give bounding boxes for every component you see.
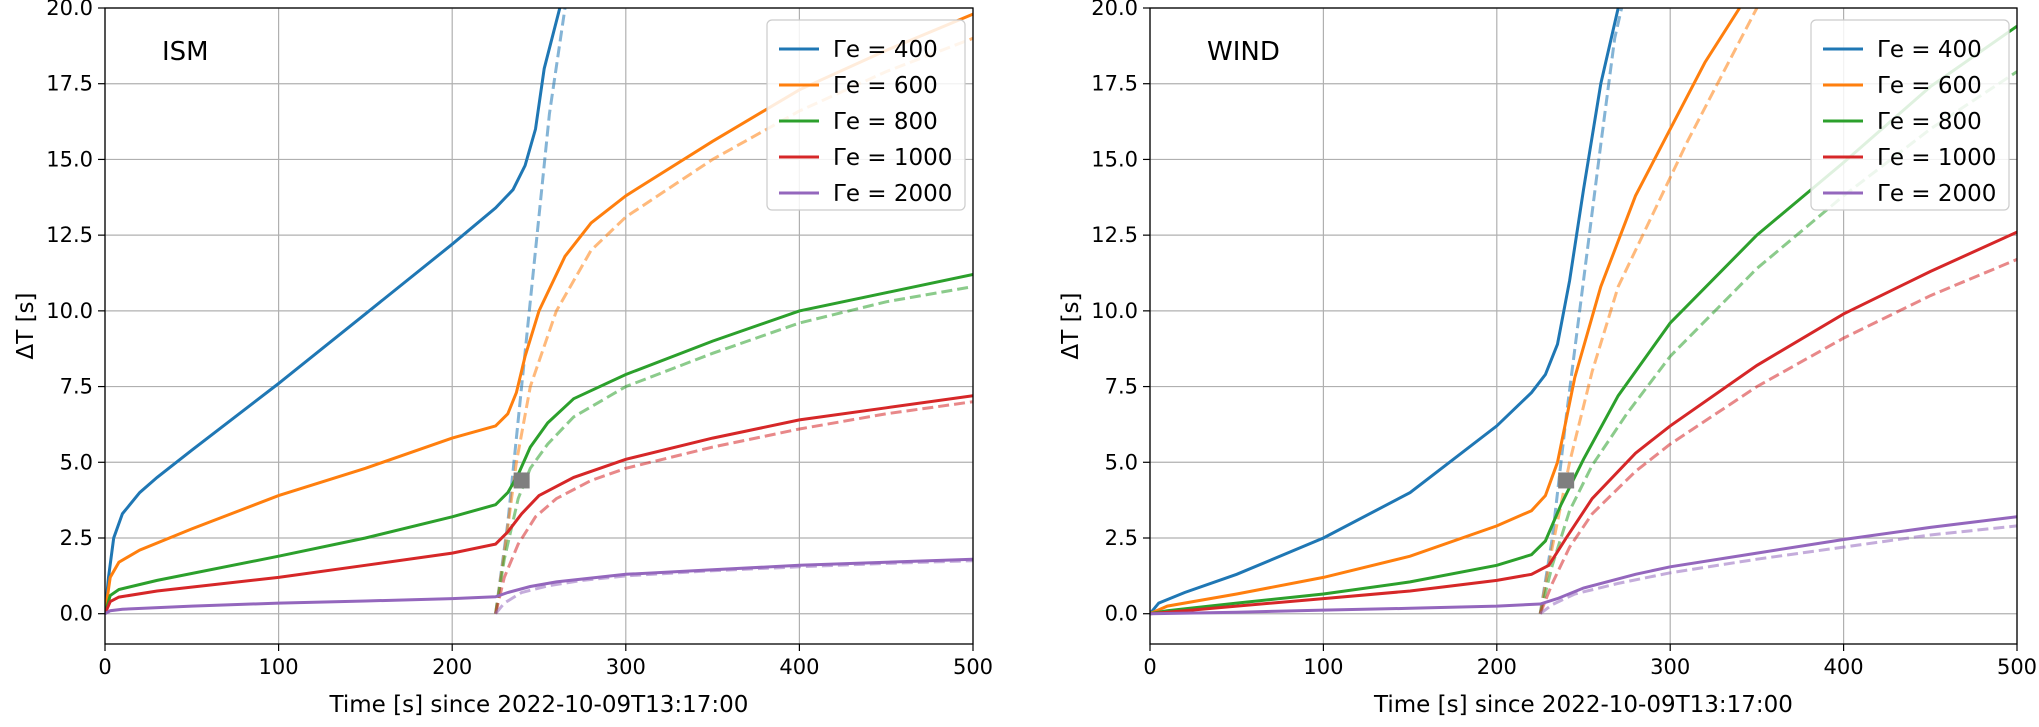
y-tick-label: 5.0 [1105,450,1138,474]
x-tick-label: 0 [98,655,111,679]
series-dashed-line [1538,8,1624,614]
x-tick-label: 0 [1143,655,1156,679]
legend-entry: Γe = 1000 [833,145,952,171]
x-tick-label: 500 [1997,655,2037,679]
series-line [105,557,973,615]
y-axis-label: ΔT [s] [13,292,39,359]
legend-box [766,19,966,211]
y-tick-label: 15.0 [1091,147,1138,171]
y-axis-label: ΔT [s] [1058,292,1084,359]
y-tick-label: 20.0 [46,0,93,20]
y-tick-label: 0.0 [1105,602,1138,626]
legend-entry: Γe = 800 [833,109,938,135]
legend-entry: Γe = 600 [1877,73,1982,99]
axes-frame [1149,7,2018,645]
legend-entry: Γe = 1000 [1877,145,1996,171]
y-tick-label: 15.0 [46,147,93,171]
y-tick-label: 12.5 [46,223,93,247]
x-tick-label: 100 [1303,655,1343,679]
series-dashed-line [1538,8,1759,614]
series-line [105,273,973,615]
x-tick-label: 300 [606,655,646,679]
panel-label: WIND [1207,37,1280,67]
x-axis-label: Time [s] since 2022-10-09T13:17:00 [1373,692,1793,718]
legend-box [1810,19,2010,211]
square-marker [513,472,530,489]
y-tick-label: 2.5 [60,526,93,550]
legend-entry: Γe = 400 [833,37,938,63]
legend-entry: Γe = 800 [1877,109,1982,135]
series-dashed-line [1539,524,2017,615]
y-tick-label: 10.0 [1091,299,1138,323]
legend-entry: Γe = 2000 [1877,181,1996,207]
legend: Γe = 400 Γe = 600 Γe = 800 Γe = 1000 Γe = 20… [1810,19,2010,211]
y-tick-label: 17.5 [1091,72,1138,96]
series-line [1150,24,2017,616]
series-line [105,394,973,615]
square-marker [1558,472,1575,489]
legend-entry: Γe = 400 [1877,37,1982,63]
series-dashed-line [494,400,973,615]
y-tick-label: 20.0 [1091,0,1138,20]
x-tick-label: 100 [259,655,299,679]
legend-entry: Γe = 2000 [833,181,952,207]
series-dashed-line [494,8,567,614]
y-tick-label: 7.5 [60,375,93,399]
series-line [1150,8,1741,616]
x-tick-label: 400 [1824,655,1864,679]
series-line [1150,515,2017,616]
x-axis-label: Time [s] since 2022-10-09T13:17:00 [329,692,749,718]
x-tick-label: 200 [1477,655,1517,679]
series-line [105,12,973,614]
x-tick-label: 300 [1650,655,1690,679]
y-tick-label: 0.0 [60,602,93,626]
legend-entry: Γe = 600 [833,73,938,99]
x-tick-label: 400 [779,655,819,679]
series-line [105,8,562,614]
x-tick-label: 500 [953,655,993,679]
series-dashed-line [494,285,973,614]
y-tick-label: 2.5 [1105,526,1138,550]
y-tick-label: 10.0 [46,299,93,323]
chart-panel-ism: 0 100 200 300 400 500 0.0 2.5 5.0 7.5 10.0 12.5 15.0… [13,0,993,718]
y-tick-label: 17.5 [46,72,93,96]
y-tick-label: 7.5 [1105,375,1138,399]
axes-frame [104,7,974,645]
x-tick-label: 200 [432,655,472,679]
series-line [1150,230,2017,616]
panel-label: ISM [162,37,209,67]
series-dashed-line [1538,258,2017,615]
legend: Γe = 400 Γe = 600 Γe = 800 Γe = 1000 Γe = 20… [766,19,966,211]
chart-panel-wind: 0 100 200 300 400 500 0.0 2.5 5.0 7.5 10.0 12.5 15.0… [1058,0,2037,718]
y-tick-label: 12.5 [1091,223,1138,247]
y-tick-label: 5.0 [60,450,93,474]
series-line [1150,8,1620,615]
